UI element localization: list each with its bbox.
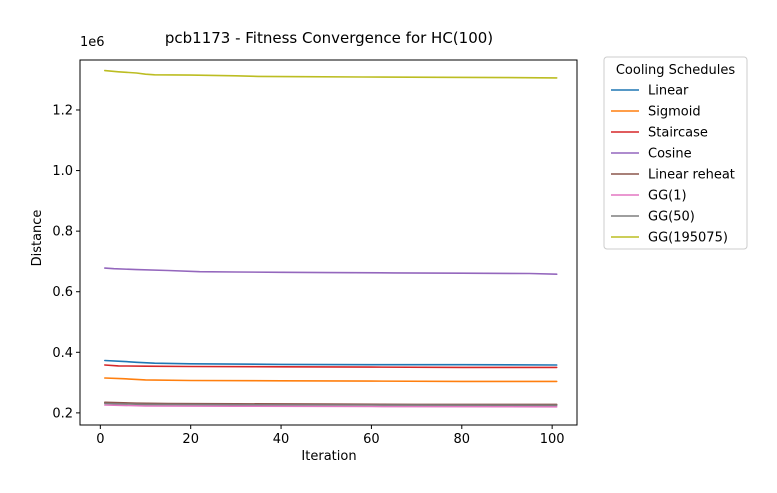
legend-items: Linear Sigmoid Staircase Cosine Linear rehea… — [611, 84, 735, 246]
series-line-gg-195075 — [104, 69, 558, 79]
plot-area — [80, 60, 577, 425]
legend-label: Cosine — [648, 147, 692, 162]
series-layer — [104, 69, 558, 408]
legend-label: GG(1) — [648, 189, 687, 204]
y-axis: 0.2 0.4 0.6 0.8 1.0 1.2 — [52, 103, 80, 421]
x-tick-label: 0 — [96, 432, 104, 447]
legend-title: Cooling Schedules — [616, 63, 736, 78]
y-tick-label: 0.4 — [52, 346, 73, 361]
x-axis: 0 20 40 60 80 100 — [96, 425, 565, 447]
series-line-cosine — [104, 267, 558, 276]
x-tick-label: 100 — [540, 432, 565, 447]
series-line-gg-50 — [104, 402, 558, 407]
chart-title: pcb1173 - Fitness Convergence for HC(100… — [165, 29, 493, 47]
series-line-staircase — [104, 364, 558, 369]
legend-label: Sigmoid — [648, 105, 701, 120]
y-offset-text: 1e6 — [80, 35, 105, 50]
plot-frame — [79, 59, 578, 426]
legend-label: GG(195075) — [648, 231, 728, 246]
x-tick-label: 40 — [273, 432, 290, 447]
x-axis-label: Iteration — [301, 449, 356, 464]
x-tick-label: 20 — [182, 432, 199, 447]
legend-label: Linear reheat — [648, 168, 735, 183]
series-line-gg-1 — [104, 404, 558, 408]
y-tick-label: 1.0 — [52, 164, 73, 179]
legend-label: Linear — [648, 84, 689, 99]
y-tick-label: 0.6 — [52, 285, 73, 300]
y-tick-label: 1.2 — [52, 103, 73, 118]
legend-frame — [603, 56, 748, 250]
series-line-sigmoid — [104, 377, 558, 383]
x-tick-label: 80 — [454, 432, 471, 447]
x-tick-label: 60 — [363, 432, 380, 447]
legend: Cooling Schedules Linear Sigmoid Staircase… — [603, 56, 748, 250]
legend-label: Staircase — [648, 126, 708, 141]
series-line-linear — [104, 359, 558, 366]
y-axis-label: Distance — [30, 210, 45, 267]
legend-label: GG(50) — [648, 210, 695, 225]
y-tick-label: 0.2 — [52, 406, 73, 421]
y-tick-label: 0.8 — [52, 225, 73, 240]
